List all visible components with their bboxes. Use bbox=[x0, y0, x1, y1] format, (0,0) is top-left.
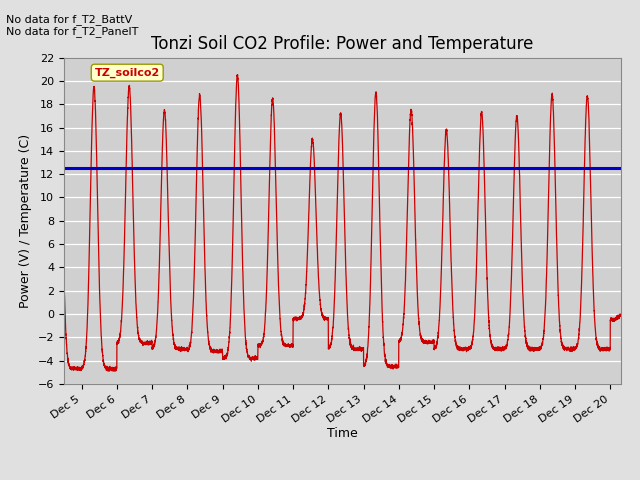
Title: Tonzi Soil CO2 Profile: Power and Temperature: Tonzi Soil CO2 Profile: Power and Temper… bbox=[151, 35, 534, 53]
Text: No data for f_T2_PanelT: No data for f_T2_PanelT bbox=[6, 26, 139, 37]
Text: No data for f_T2_BattV: No data for f_T2_BattV bbox=[6, 13, 132, 24]
Y-axis label: Power (V) / Temperature (C): Power (V) / Temperature (C) bbox=[19, 134, 32, 308]
Text: TZ_soilco2: TZ_soilco2 bbox=[95, 68, 160, 78]
X-axis label: Time: Time bbox=[327, 427, 358, 440]
